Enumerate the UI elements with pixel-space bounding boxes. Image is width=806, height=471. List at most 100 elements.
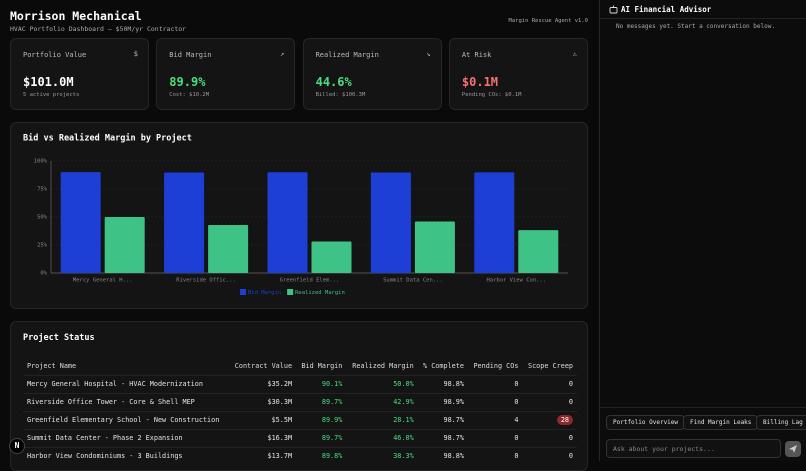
cell-text: 89.7% (321, 398, 343, 406)
table-cell: $16.3M (228, 428, 297, 447)
table-cell: 46.0% (346, 428, 418, 447)
cell-text: 98.7% (443, 416, 464, 424)
table-cell: Riverside Office Tower - Core & Shell ME… (23, 392, 229, 411)
card-note: Billed: $100.3M (315, 92, 366, 98)
card-label: Realized Margin (315, 51, 379, 59)
table-cell: 4 (467, 410, 523, 429)
column-header: % Complete (423, 361, 464, 370)
cell-text: 0 (514, 398, 519, 406)
card-note: Cost: $10.2M (169, 92, 210, 98)
cell-text: 0 (514, 434, 519, 442)
y-tick-label: 100% (34, 159, 48, 165)
bar (208, 224, 249, 273)
table-cell: 28 (522, 410, 577, 429)
x-tick-label: Summit Data Cen... (383, 278, 443, 284)
cell-text: $30.3M (267, 398, 293, 406)
chart-title: Bid vs Realized Margin by Project (23, 133, 192, 144)
cell-text: 90.1% (321, 380, 343, 388)
version-badge: Margin Rescue Agent v1.0 (508, 18, 588, 24)
chart: Bid vs Realized Margin by Project 0% 25% 5… (23, 133, 568, 296)
card-label: Bid Margin (169, 51, 212, 59)
table-cell: Mercy General Hospital - HVAC Modernizat… (23, 374, 229, 393)
y-tick-label: 50% (37, 215, 48, 221)
cell-text: 42.9% (393, 398, 414, 406)
table-cell: 50.0% (346, 374, 418, 393)
table-cell: 89.8% (296, 446, 347, 465)
cell-text: Riverside Office Tower - Core & Shell ME… (27, 398, 195, 406)
cell-text: 0 (514, 380, 519, 388)
card-icon: ↗ (280, 50, 285, 58)
table-cell: $35.2M (228, 374, 297, 393)
table-row: Harbor View Condominiums - 3 Buildings $1… (23, 446, 577, 465)
suggestion[interactable]: Billing Lag (756, 415, 806, 430)
card-label: At Risk (461, 51, 492, 59)
cell-text: Greenfield Elementary School - New Const… (27, 416, 220, 424)
table-cell: Greenfield Elementary School - New Const… (23, 410, 229, 429)
table-cell: 89.9% (296, 410, 347, 429)
suggestion[interactable]: Find Margin Leaks (683, 415, 759, 430)
bar (104, 217, 145, 273)
send-button[interactable] (785, 441, 801, 457)
cell-text: 89.8% (321, 452, 343, 461)
cell-text: 89.9% (321, 416, 343, 424)
table-cell: 98.7% (417, 428, 468, 447)
bar (164, 172, 205, 273)
cell-text: $5.5M (271, 416, 293, 424)
page: Morrison Mechanical HVAC Portfolio Dashb… (9, 0, 806, 471)
x-tick-label: Greenfield Elem... (280, 278, 340, 284)
legend-label: Realized Margin (295, 290, 345, 296)
table-row: Mercy General Hospital - HVAC Modernizat… (23, 374, 577, 393)
legend-swatch (287, 289, 294, 295)
cell-text: $35.2M (267, 380, 293, 388)
cell-text: 0 (568, 434, 573, 442)
chat-input[interactable]: Ask about your projects... (606, 439, 781, 458)
card-icon: ⚠ (572, 50, 577, 58)
bar (311, 241, 352, 273)
y-tick-label: 75% (37, 187, 48, 193)
cell-text: 46.0% (393, 434, 414, 442)
cell-text: 98.8% (443, 452, 464, 461)
card-value: 44.6% (315, 75, 352, 89)
cell-text: 98.8% (443, 380, 464, 388)
bar (370, 172, 411, 273)
stat-card: Portfolio Value $ $101.0M 5 active projects (10, 38, 149, 110)
cell-text: 98.9% (443, 398, 464, 406)
suggestion[interactable]: Portfolio Overview (606, 415, 686, 430)
card-value: 89.9% (169, 75, 206, 89)
cell-text: 0 (568, 380, 573, 388)
sidebar-title: AI Financial Advisor (621, 5, 712, 14)
table-cell: 90.1% (296, 374, 347, 393)
stat-card: At Risk ⚠ $0.1M Pending COs: $0.1M (448, 38, 588, 110)
column-header: Project Name (27, 361, 77, 370)
sidebar-header (600, 0, 806, 19)
column-header: Bid Margin (301, 361, 343, 370)
cell-text: 38.3% (393, 452, 414, 461)
card-note: Pending COs: $0.1M (461, 92, 522, 98)
table-cell: 0 (467, 446, 523, 465)
x-tick-label: Mercy General H... (73, 278, 133, 284)
header-row: Project Name Contract Value Bid Margin Real… (23, 357, 577, 375)
bar (414, 221, 455, 273)
cell-text: 0 (514, 452, 519, 461)
card-note: 5 active projects (23, 92, 80, 98)
stat-card: Bid Margin ↗ 89.9% Cost: $10.2M (156, 38, 296, 110)
cell-text: $13.7M (267, 452, 293, 461)
table-cell: 98.7% (417, 410, 468, 429)
legend-swatch (240, 289, 246, 295)
divider (600, 407, 806, 408)
table-row: Greenfield Elementary School - New Const… (23, 410, 577, 429)
bar (60, 172, 101, 273)
table-cell: 89.7% (296, 428, 347, 447)
cell-text: $16.3M (267, 434, 293, 442)
bar (267, 172, 308, 273)
subtitle: HVAC Portfolio Dashboard — $50M/yr Contr… (10, 25, 187, 33)
chart-card: Bid vs Realized Margin by Project 0% 25% 5… (10, 122, 588, 309)
cell-text: 89.7% (321, 434, 343, 442)
sidebar: AI Financial Advisor No messages yet. St… (599, 0, 806, 461)
table-cell: Summit Data Center - Phase 2 Expansion (23, 428, 229, 447)
card-icon: ↘ (426, 50, 431, 58)
bar (518, 230, 559, 273)
table-cell: 38.3% (346, 446, 418, 465)
x-tick-label: Riverside Offic... (176, 278, 236, 284)
dev-badge[interactable]: N (9, 438, 25, 454)
